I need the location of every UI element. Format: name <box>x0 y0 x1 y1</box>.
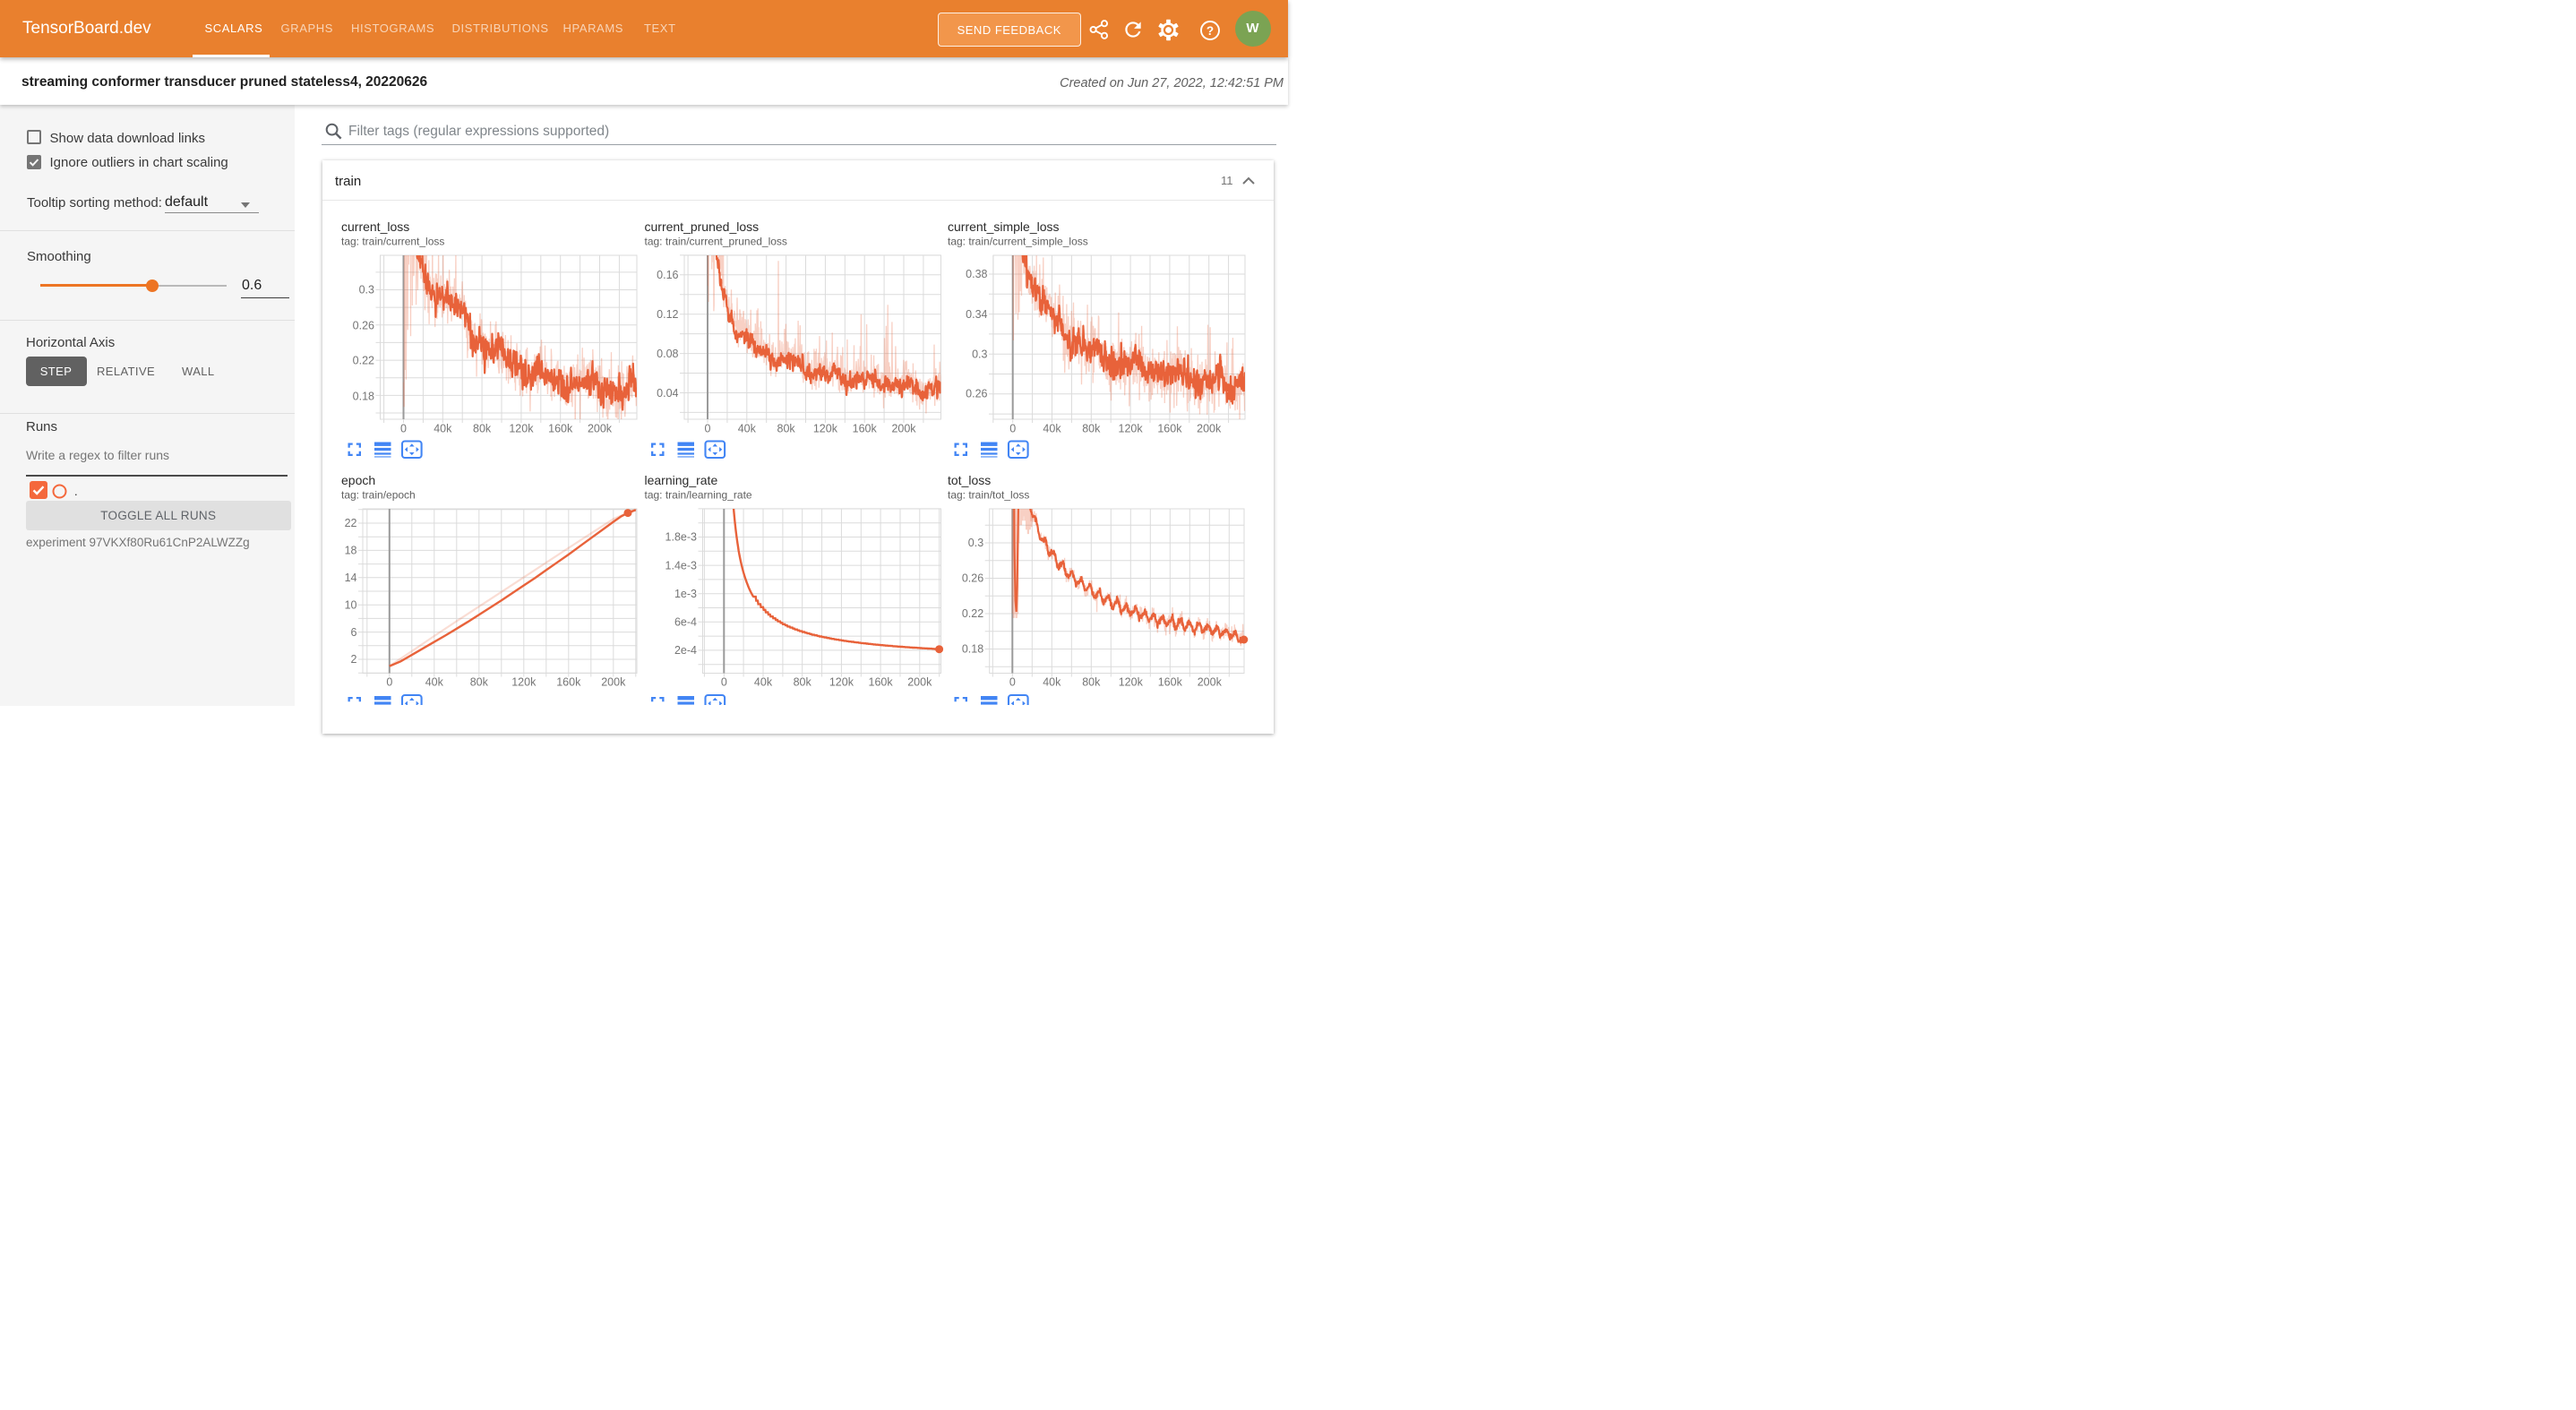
svg-text:0.26: 0.26 <box>966 388 987 400</box>
svg-text:tag: train/tot_loss: tag: train/tot_loss <box>948 489 1029 502</box>
svg-text:18: 18 <box>345 545 357 557</box>
svg-text:80k: 80k <box>473 423 492 435</box>
svg-text:200k: 200k <box>891 423 916 435</box>
svg-text:0.3: 0.3 <box>359 284 374 297</box>
svg-text:160k: 160k <box>853 423 878 435</box>
svg-text:0: 0 <box>1009 423 1016 435</box>
svg-text:120k: 120k <box>829 676 854 689</box>
svg-text:80k: 80k <box>794 676 812 689</box>
svg-text:80k: 80k <box>1082 423 1101 435</box>
svg-text:160k: 160k <box>869 676 894 689</box>
svg-text:120k: 120k <box>511 676 537 689</box>
svg-text:learning_rate: learning_rate <box>645 473 718 487</box>
svg-text:80k: 80k <box>1082 676 1101 689</box>
svg-text:current_pruned_loss: current_pruned_loss <box>645 219 760 234</box>
svg-text:120k: 120k <box>813 423 838 435</box>
svg-text:0.3: 0.3 <box>972 348 987 360</box>
svg-text:1.8e-3: 1.8e-3 <box>665 531 697 544</box>
svg-text:0: 0 <box>1009 676 1016 689</box>
svg-text:tag: train/epoch: tag: train/epoch <box>341 489 416 502</box>
svg-text:40k: 40k <box>1043 423 1061 435</box>
svg-text:80k: 80k <box>470 676 489 689</box>
svg-text:160k: 160k <box>1157 423 1182 435</box>
svg-text:120k: 120k <box>509 423 534 435</box>
svg-text:6: 6 <box>351 626 357 639</box>
svg-text:0.12: 0.12 <box>657 308 678 321</box>
svg-text:120k: 120k <box>1119 423 1144 435</box>
svg-text:10: 10 <box>345 598 357 611</box>
svg-text:?: ? <box>1206 24 1214 38</box>
svg-text:160k: 160k <box>556 676 581 689</box>
svg-text:160k: 160k <box>548 423 573 435</box>
svg-text:0: 0 <box>705 423 711 435</box>
svg-text:current_loss: current_loss <box>341 219 409 234</box>
svg-text:0.22: 0.22 <box>353 355 374 367</box>
svg-text:0: 0 <box>400 423 407 435</box>
svg-text:tot_loss: tot_loss <box>948 473 991 487</box>
svg-text:2: 2 <box>351 653 357 666</box>
svg-text:0.26: 0.26 <box>353 320 374 332</box>
svg-text:tag: train/learning_rate: tag: train/learning_rate <box>645 489 752 502</box>
svg-text:22: 22 <box>345 517 357 529</box>
svg-text:40k: 40k <box>754 676 773 689</box>
svg-text:current_simple_loss: current_simple_loss <box>948 219 1060 234</box>
svg-text:200k: 200k <box>601 676 626 689</box>
svg-text:200k: 200k <box>907 676 932 689</box>
svg-text:0: 0 <box>721 676 727 689</box>
svg-text:40k: 40k <box>738 423 757 435</box>
svg-text:80k: 80k <box>777 423 796 435</box>
svg-text:0: 0 <box>386 676 392 689</box>
svg-text:1e-3: 1e-3 <box>674 588 697 600</box>
svg-text:6e-4: 6e-4 <box>674 616 697 629</box>
svg-text:tag: train/current_loss: tag: train/current_loss <box>341 236 444 248</box>
svg-text:0.22: 0.22 <box>962 607 983 620</box>
svg-text:40k: 40k <box>1043 676 1061 689</box>
svg-text:1.4e-3: 1.4e-3 <box>665 559 697 572</box>
svg-text:200k: 200k <box>1197 423 1222 435</box>
svg-text:0.18: 0.18 <box>353 391 374 403</box>
svg-text:epoch: epoch <box>341 473 375 487</box>
svg-text:0.38: 0.38 <box>966 268 987 280</box>
svg-text:tag: train/current_simple_loss: tag: train/current_simple_loss <box>948 236 1088 248</box>
svg-text:40k: 40k <box>425 676 444 689</box>
svg-text:0.08: 0.08 <box>657 348 678 360</box>
svg-text:200k: 200k <box>588 423 613 435</box>
svg-text:120k: 120k <box>1119 676 1144 689</box>
svg-text:14: 14 <box>345 572 357 584</box>
svg-text:0.3: 0.3 <box>968 537 983 549</box>
svg-text:0.26: 0.26 <box>962 572 983 585</box>
svg-text:0.16: 0.16 <box>657 269 678 281</box>
svg-text:40k: 40k <box>434 423 452 435</box>
svg-text:tag: train/current_pruned_loss: tag: train/current_pruned_loss <box>645 236 787 248</box>
svg-text:160k: 160k <box>1158 676 1183 689</box>
svg-text:0.18: 0.18 <box>962 643 983 656</box>
svg-text:0.04: 0.04 <box>657 387 678 400</box>
svg-text:2e-4: 2e-4 <box>674 644 697 657</box>
svg-text:0.34: 0.34 <box>966 308 987 321</box>
svg-text:200k: 200k <box>1198 676 1223 689</box>
